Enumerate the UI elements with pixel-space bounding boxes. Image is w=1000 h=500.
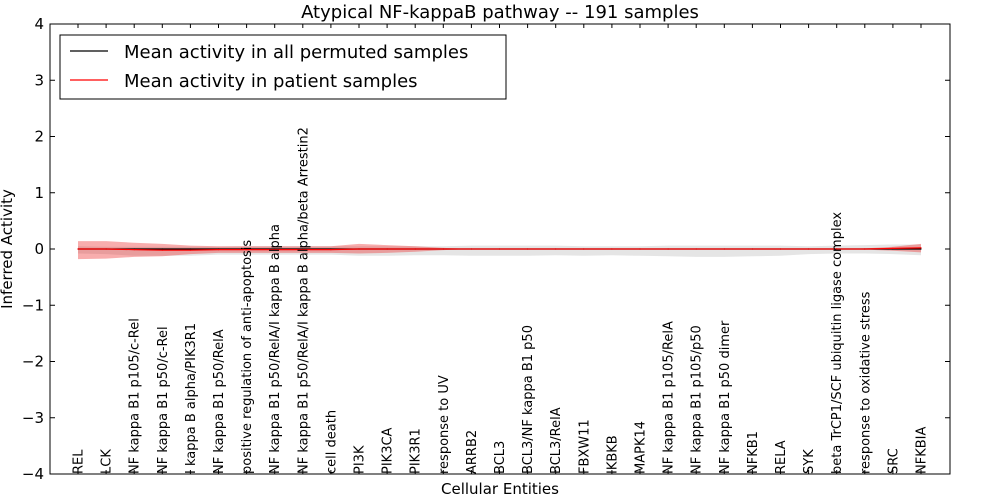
plot-frame <box>49 23 951 475</box>
y-tick-label: −3 <box>22 409 44 427</box>
legend: Mean activity in all permuted samples Me… <box>59 34 507 100</box>
x-tick-label: positive regulation of anti-apoptosis <box>240 240 255 474</box>
data-point-patient <box>330 249 332 251</box>
data-point-patient <box>414 248 416 250</box>
data-point-permuted <box>189 248 191 250</box>
data-point-patient <box>274 249 276 251</box>
chart-title: Atypical NF-kappaB pathway -- 191 sample… <box>301 2 699 23</box>
x-tick-label: PI3K <box>353 445 368 474</box>
data-point-patient <box>751 248 754 250</box>
data-point-patient <box>442 248 444 250</box>
x-tick-label: I kappa B alpha/PIK3R1 <box>184 323 199 474</box>
data-point-patient <box>246 249 248 251</box>
data-point-patient <box>133 249 135 251</box>
x-tick-layer: REL LCK NF kappa B1 p105/c-Rel NF kappa B1 … <box>72 24 930 474</box>
x-tick-label: PIK3R1 <box>409 428 424 474</box>
data-point-patient <box>217 249 220 251</box>
data-point-patient <box>611 248 613 250</box>
data-point-patient <box>808 248 810 250</box>
x-tick-label: PIK3CA <box>381 427 396 474</box>
x-tick-label: NF kappa B1 p50/RelA/I kappa B alpha <box>268 224 283 474</box>
data-point-patient <box>723 248 725 250</box>
x-tick-label: MAPK14 <box>634 421 649 474</box>
x-tick-label: NFKBIA <box>915 427 930 474</box>
x-tick-label: NF kappa B1 p50/c-Rel <box>156 326 171 474</box>
data-point-patient <box>470 248 472 250</box>
lines-layer <box>77 247 922 251</box>
data-point-patient <box>527 248 529 250</box>
data-point-patient <box>667 248 669 250</box>
x-tick-label: IKBKB <box>605 435 620 474</box>
y-tick-label: 3 <box>34 71 44 89</box>
data-point-patient <box>77 248 79 250</box>
x-tick-label: NF kappa B1 p105/p50 <box>690 325 705 474</box>
x-tick-label: BCL3/NF kappa B1 p50 <box>521 325 536 474</box>
y-tick-label: 4 <box>34 15 44 33</box>
data-point-patient <box>302 249 304 251</box>
x-tick-label: BCL3 <box>493 441 508 474</box>
x-tick-label: cell death <box>324 410 339 474</box>
legend-box <box>59 34 507 100</box>
data-point-patient <box>920 247 922 249</box>
x-tick-label: NF kappa B1 p50 dimer <box>718 320 733 474</box>
y-tick-label: 1 <box>34 184 44 202</box>
data-point-patient <box>386 248 388 250</box>
data-point-patient <box>639 248 641 250</box>
data-point-patient <box>358 248 360 250</box>
y-tick-label: 2 <box>34 128 44 146</box>
x-tick-label: REL <box>72 449 87 474</box>
y-tick-label: −4 <box>22 465 44 483</box>
data-point-patient <box>189 249 191 251</box>
x-tick-label: response to UV <box>437 375 452 474</box>
x-tick-label: RELA <box>774 440 789 474</box>
y-tick-label: −1 <box>22 296 44 314</box>
data-point-patient <box>864 248 866 250</box>
x-tick-label: response to oxidative stress <box>858 291 873 474</box>
x-tick-label: BCL3/RelA <box>549 407 564 474</box>
x-tick-label: LCK <box>100 449 115 474</box>
data-point-patient <box>892 247 894 249</box>
x-tick-label: ARRB2 <box>465 430 480 474</box>
legend-label-permuted: Mean activity in all permuted samples <box>124 42 468 63</box>
y-tick-label: 0 <box>34 240 44 258</box>
x-tick-label: NF kappa B1 p50/RelA <box>212 329 227 474</box>
data-point-patient <box>779 248 782 250</box>
data-point-patient <box>836 248 838 250</box>
x-tick-label: beta TrCP1/SCF ubiquitin ligase complex <box>830 212 845 474</box>
data-point-patient <box>583 248 585 250</box>
x-tick-label: NF kappa B1 p105/RelA <box>662 321 677 474</box>
x-tick-label: SRC <box>886 448 901 474</box>
data-point-patient <box>498 248 501 250</box>
data-point-patient <box>161 249 163 251</box>
confidence-band-permuted <box>78 244 921 257</box>
y-tick-label: −2 <box>22 353 44 371</box>
x-tick-label: NF kappa B1 p50/RelA/I kappa B alpha/bet… <box>296 127 311 474</box>
data-point-patient <box>555 248 557 250</box>
data-point-permuted <box>161 248 163 250</box>
data-point-patient <box>105 248 107 250</box>
y-axis-label: Inferred Activity <box>0 189 16 309</box>
x-tick-label: FBXW11 <box>577 419 592 474</box>
x-tick-label: NF kappa B1 p105/c-Rel <box>128 318 143 474</box>
data-point-patient <box>695 248 697 250</box>
data-point-permuted <box>920 248 922 250</box>
x-tick-label: NFKB1 <box>746 431 761 474</box>
legend-label-patient: Mean activity in patient samples <box>124 71 418 92</box>
x-axis-label: Cellular Entities <box>441 480 559 498</box>
x-tick-label: SYK <box>802 449 817 474</box>
